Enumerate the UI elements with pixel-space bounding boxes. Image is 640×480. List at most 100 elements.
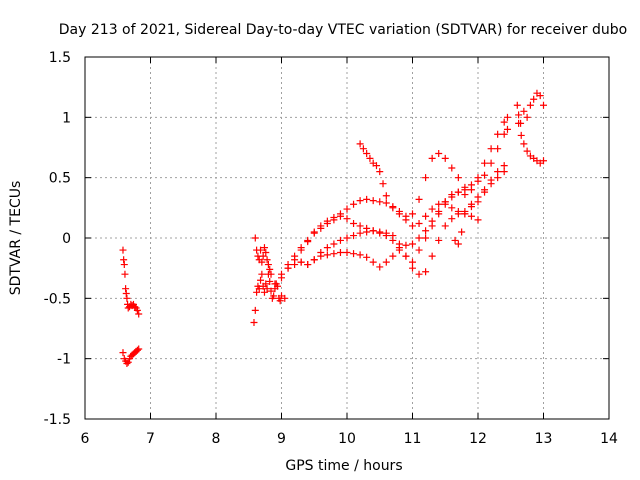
data-point — [415, 270, 423, 278]
data-point — [487, 159, 495, 167]
data-point — [297, 258, 305, 266]
y-tick-label: 0 — [62, 231, 71, 247]
data-point — [523, 113, 531, 121]
data-point — [263, 256, 271, 264]
y-tick-label: 1 — [62, 110, 71, 126]
data-point — [428, 205, 436, 213]
data-point — [500, 130, 508, 138]
data-point — [474, 174, 482, 182]
data-point — [494, 168, 502, 176]
data-point — [251, 306, 259, 314]
series-sat-c — [250, 270, 289, 326]
data-point — [264, 261, 272, 269]
data-point — [133, 346, 141, 354]
data-point — [540, 101, 547, 109]
x-tick-label: 8 — [212, 431, 221, 447]
data-point — [441, 154, 449, 162]
data-point — [376, 168, 384, 176]
series-sat-b — [119, 345, 143, 367]
series-sat-j — [451, 162, 508, 248]
data-point — [428, 252, 436, 260]
data-point — [389, 204, 397, 212]
x-tick-label: 7 — [146, 431, 155, 447]
chart-title: Day 213 of 2021, Sidereal Day-to-day VTE… — [59, 22, 627, 38]
data-point — [356, 197, 364, 205]
data-point — [363, 150, 371, 158]
data-point — [494, 130, 502, 138]
data-point — [336, 236, 344, 244]
data-point — [435, 236, 443, 244]
data-point — [395, 246, 403, 254]
series-sat-i — [356, 140, 469, 220]
data-point — [263, 285, 271, 293]
data-point — [428, 217, 436, 225]
data-point — [336, 248, 344, 256]
series-sat-k — [513, 89, 547, 167]
data-point — [258, 270, 266, 278]
data-point — [448, 191, 456, 199]
data-point — [123, 294, 131, 302]
data-point — [356, 140, 364, 148]
y-tick-label: -0.5 — [44, 291, 71, 307]
data-point — [467, 200, 475, 208]
data-point — [500, 168, 508, 176]
x-tick-label: 13 — [535, 431, 553, 447]
data-point — [481, 186, 489, 194]
data-point — [503, 113, 511, 121]
data-point — [304, 261, 312, 269]
data-point — [487, 176, 495, 184]
data-point — [448, 164, 456, 172]
data-point — [382, 229, 390, 237]
data-point — [494, 145, 502, 153]
data-point — [369, 197, 377, 205]
data-point — [350, 220, 358, 228]
data-point — [310, 229, 318, 237]
data-point — [382, 199, 390, 207]
data-point — [297, 246, 305, 254]
data-point — [343, 205, 351, 213]
data-point — [415, 220, 423, 228]
data-point — [330, 250, 338, 258]
data-point — [343, 234, 351, 242]
data-point — [435, 150, 443, 158]
data-point — [330, 216, 338, 224]
data-point — [121, 270, 129, 278]
x-tick-label: 6 — [81, 431, 90, 447]
data-point — [330, 240, 338, 248]
data-point — [267, 287, 275, 295]
data-point — [376, 198, 384, 206]
data-point — [402, 252, 410, 260]
data-point — [291, 261, 299, 269]
data-point — [122, 290, 130, 298]
data-point — [494, 174, 502, 182]
data-point — [124, 358, 132, 366]
data-point — [530, 95, 538, 103]
data-point — [119, 246, 127, 254]
data-point — [409, 264, 416, 272]
y-tick-label: -1 — [57, 352, 71, 368]
x-tick-label: 9 — [277, 431, 286, 447]
data-point — [422, 234, 430, 242]
data-point — [278, 274, 285, 282]
data-point — [540, 157, 547, 165]
data-point — [451, 236, 459, 244]
x-tick-label: 11 — [404, 431, 422, 447]
data-point — [250, 318, 258, 326]
data-point — [255, 285, 263, 293]
data-point — [415, 234, 423, 242]
series-sat-d — [251, 234, 275, 278]
data-point — [422, 268, 430, 276]
data-point — [517, 131, 525, 139]
data-point — [422, 212, 430, 220]
data-point — [422, 227, 430, 235]
data-point — [276, 297, 284, 305]
data-point — [520, 107, 528, 115]
data-point — [467, 212, 475, 220]
data-point — [323, 220, 331, 228]
data-point — [350, 250, 358, 258]
data-point — [363, 228, 371, 236]
data-point — [515, 111, 523, 119]
data-point — [448, 215, 456, 223]
data-point — [382, 192, 390, 200]
data-point — [266, 265, 274, 273]
